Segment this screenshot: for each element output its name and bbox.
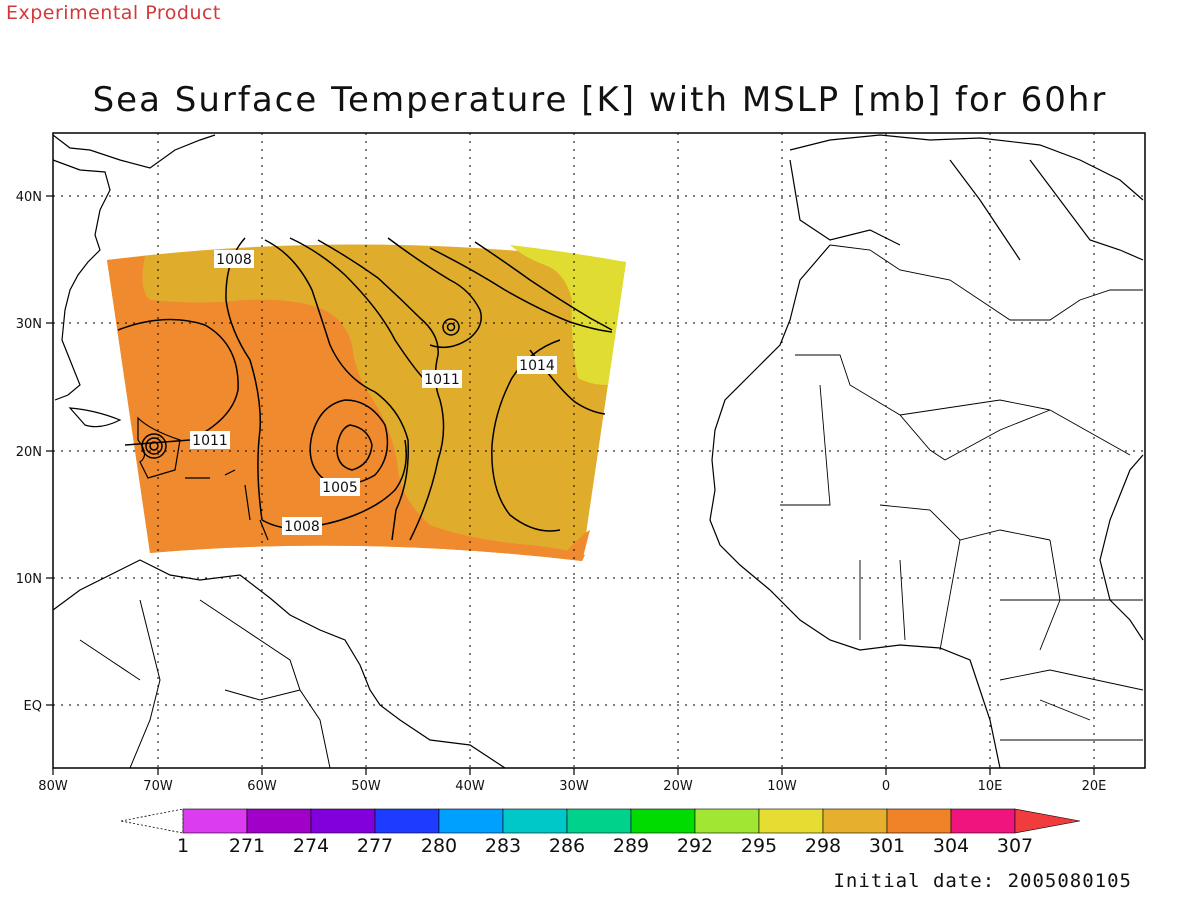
colorbar-label: 286 bbox=[549, 835, 585, 857]
colorbar-label: 295 bbox=[741, 835, 777, 857]
x-tick-label: 50W bbox=[351, 779, 381, 794]
contour-1005-inner bbox=[336, 424, 373, 471]
x-tick-label: 40W bbox=[455, 779, 485, 794]
contour-1011-west bbox=[117, 318, 239, 446]
y-tick-label: 30N bbox=[16, 317, 42, 332]
x-tick-label: 30W bbox=[559, 779, 589, 794]
x-tick-label: 20E bbox=[1082, 779, 1107, 794]
colorbar-bin-304 bbox=[886, 808, 952, 834]
x-tick-label: 70W bbox=[143, 779, 173, 794]
axis-ticks bbox=[46, 195, 1095, 775]
x-tick-label: 60W bbox=[247, 779, 277, 794]
y-tick-label: 40N bbox=[16, 190, 42, 205]
colorbar-left-arrow bbox=[120, 808, 184, 834]
sst-fill-304-west bbox=[107, 256, 585, 561]
chart-title: Sea Surface Temperature [K] with MSLP [m… bbox=[92, 80, 1108, 120]
contour-label: 1008 bbox=[216, 252, 252, 268]
colorbar-bin-307 bbox=[950, 808, 1016, 834]
colorbar-label: 289 bbox=[613, 835, 649, 857]
sst-fill-304-east bbox=[560, 530, 590, 561]
colorbar-bin-301 bbox=[822, 808, 888, 834]
x-tick-label: 80W bbox=[38, 779, 68, 794]
contour-line-e bbox=[474, 241, 613, 331]
y-tick-label: EQ bbox=[24, 699, 42, 714]
y-axis-labels: 40N 30N 20N 10N EQ bbox=[16, 190, 42, 714]
colorbar: 1 271 274 277 280 283 286 289 292 295 29… bbox=[120, 808, 1081, 857]
colorbar-label: 271 bbox=[229, 835, 265, 857]
contour-line-b bbox=[289, 237, 426, 381]
south-america-interior bbox=[79, 599, 331, 769]
colorbar-bin-292 bbox=[630, 808, 696, 834]
grid-lines bbox=[53, 133, 1145, 768]
contour-hurricane-outer bbox=[141, 433, 167, 459]
x-tick-label: 10W bbox=[767, 779, 797, 794]
contour-line-d bbox=[387, 237, 482, 349]
contour-low-small-inner bbox=[446, 322, 456, 332]
colorbar-bin-277 bbox=[310, 808, 376, 834]
colorbar-bin-271 bbox=[182, 808, 248, 834]
contour-line-c bbox=[317, 239, 445, 541]
mslp-contours bbox=[117, 237, 613, 541]
contour-hurricane-mid bbox=[145, 437, 163, 455]
contour-label: 1011 bbox=[424, 372, 460, 388]
colorbar-label: 292 bbox=[677, 835, 713, 857]
colorbar-label: 304 bbox=[933, 835, 969, 857]
caribbean-islands bbox=[68, 407, 269, 541]
colorbar-label: 301 bbox=[869, 835, 905, 857]
experimental-product-label: Experimental Product bbox=[6, 2, 221, 24]
colorbar-bin-283 bbox=[438, 808, 504, 834]
south-america-coast bbox=[52, 559, 506, 769]
initial-date-label: Initial date: 2005080105 bbox=[833, 870, 1132, 892]
contour-label: 1011 bbox=[192, 433, 228, 449]
colorbar-label: 307 bbox=[997, 835, 1033, 857]
colorbar-label: 274 bbox=[293, 835, 329, 857]
contour-label: 1014 bbox=[519, 358, 555, 374]
coastlines bbox=[52, 134, 1144, 769]
sst-shading bbox=[107, 244, 626, 561]
y-tick-label: 20N bbox=[16, 445, 42, 460]
colorbar-bin-289 bbox=[566, 808, 632, 834]
contour-label: 1008 bbox=[284, 519, 320, 535]
africa-borders bbox=[780, 354, 1144, 741]
north-america-coast bbox=[52, 134, 216, 401]
contour-low-small bbox=[442, 318, 460, 336]
colorbar-bin-298 bbox=[758, 808, 824, 834]
y-tick-label: 10N bbox=[16, 572, 42, 587]
colorbar-label: 280 bbox=[421, 835, 457, 857]
x-tick-label: 20W bbox=[663, 779, 693, 794]
colorbar-bin-286 bbox=[502, 808, 568, 834]
contour-labels: 1008 1011 1014 1011 1005 1008 bbox=[190, 250, 557, 535]
colorbar-label: 298 bbox=[805, 835, 841, 857]
colorbar-label: 277 bbox=[357, 835, 393, 857]
africa-coast bbox=[709, 244, 1144, 769]
contour-line-f bbox=[429, 247, 613, 333]
sst-fill-298 bbox=[510, 245, 626, 385]
contour-1008-north bbox=[225, 237, 263, 521]
colorbar-bin-274 bbox=[246, 808, 312, 834]
x-tick-label: 0 bbox=[882, 779, 890, 794]
colorbar-right-arrow bbox=[1014, 808, 1081, 834]
iberia-mediterranean bbox=[829, 244, 1143, 321]
x-axis-labels: 80W 70W 60W 50W 40W 30W 20W 10W 0 10E 20… bbox=[38, 779, 1106, 794]
colorbar-bin-295 bbox=[694, 808, 760, 834]
contour-label: 1005 bbox=[322, 480, 358, 496]
colorbar-bin-280 bbox=[374, 808, 440, 834]
colorbar-label: 1 bbox=[177, 835, 189, 857]
colorbar-label: 283 bbox=[485, 835, 521, 857]
x-tick-label: 10E bbox=[978, 779, 1003, 794]
europe-coast bbox=[789, 134, 1144, 261]
contour-line-a bbox=[264, 239, 409, 541]
